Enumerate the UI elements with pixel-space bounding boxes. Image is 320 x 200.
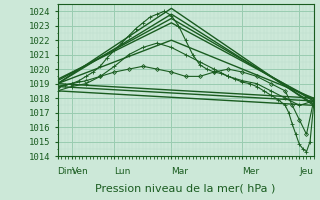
Text: Dim: Dim: [58, 167, 76, 176]
Text: Pression niveau de la mer( hPa ): Pression niveau de la mer( hPa ): [95, 183, 276, 193]
Text: Mer: Mer: [243, 167, 260, 176]
Text: Mar: Mar: [172, 167, 188, 176]
Text: Jeu: Jeu: [300, 167, 313, 176]
Text: Lun: Lun: [115, 167, 131, 176]
Text: Ven: Ven: [72, 167, 89, 176]
